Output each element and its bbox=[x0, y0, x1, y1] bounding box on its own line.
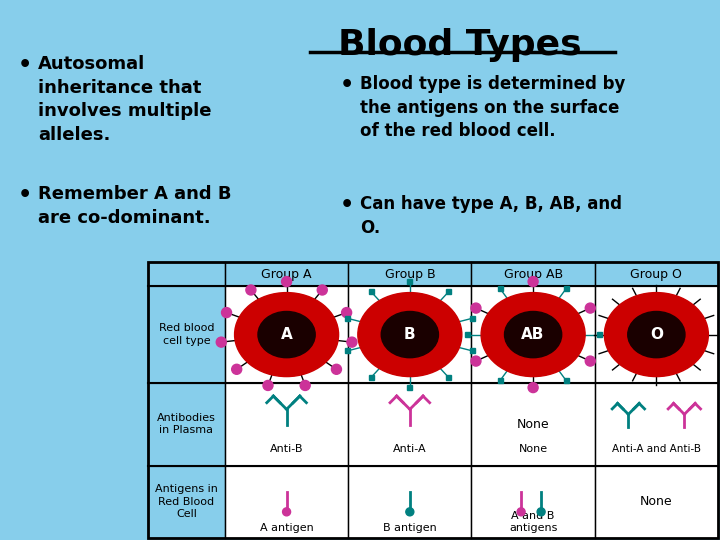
Ellipse shape bbox=[604, 293, 708, 376]
Bar bbox=[369, 375, 374, 380]
Text: B: B bbox=[404, 327, 415, 342]
Text: Remember A and B
are co-dominant.: Remember A and B are co-dominant. bbox=[38, 185, 232, 227]
Bar bbox=[225, 383, 348, 465]
Bar bbox=[464, 332, 469, 337]
Circle shape bbox=[300, 381, 310, 390]
Bar bbox=[148, 286, 225, 383]
Text: Autosomal
inheritance that
involves multiple
alleles.: Autosomal inheritance that involves mult… bbox=[38, 55, 212, 144]
Text: Anti-B: Anti-B bbox=[270, 444, 303, 454]
Circle shape bbox=[528, 382, 538, 393]
Bar bbox=[446, 289, 451, 294]
Circle shape bbox=[537, 508, 545, 516]
Bar bbox=[148, 262, 225, 286]
Bar bbox=[225, 465, 348, 538]
Bar bbox=[498, 286, 503, 291]
Text: A: A bbox=[281, 327, 292, 342]
Bar bbox=[470, 316, 475, 321]
Bar bbox=[225, 286, 348, 383]
Circle shape bbox=[222, 308, 232, 318]
Bar bbox=[597, 332, 602, 337]
Bar bbox=[498, 378, 503, 383]
Text: Red blood
cell type: Red blood cell type bbox=[158, 323, 215, 346]
Bar bbox=[345, 316, 350, 321]
Text: Group B: Group B bbox=[384, 268, 435, 281]
Bar bbox=[472, 383, 595, 465]
Ellipse shape bbox=[358, 293, 462, 376]
Text: Antibodies
in Plasma: Antibodies in Plasma bbox=[157, 413, 216, 435]
Circle shape bbox=[585, 356, 595, 366]
Bar bbox=[348, 286, 472, 383]
Text: Anti-A and Anti-B: Anti-A and Anti-B bbox=[612, 444, 701, 454]
Text: Blood Types: Blood Types bbox=[338, 28, 582, 62]
Text: Group A: Group A bbox=[261, 268, 312, 281]
Text: Antigens in
Red Blood
Cell: Antigens in Red Blood Cell bbox=[155, 484, 218, 519]
Ellipse shape bbox=[382, 312, 438, 357]
Text: AB: AB bbox=[521, 327, 545, 342]
Text: Blood type is determined by
the antigens on the surface
of the red blood cell.: Blood type is determined by the antigens… bbox=[360, 75, 626, 140]
Bar bbox=[348, 383, 472, 465]
Circle shape bbox=[318, 285, 328, 295]
Ellipse shape bbox=[628, 312, 685, 357]
Bar bbox=[595, 286, 718, 383]
Text: Anti-A: Anti-A bbox=[393, 444, 427, 454]
Circle shape bbox=[585, 303, 595, 313]
Circle shape bbox=[246, 285, 256, 295]
Bar bbox=[472, 465, 595, 538]
Circle shape bbox=[341, 308, 351, 318]
Bar bbox=[408, 279, 413, 284]
Circle shape bbox=[406, 508, 414, 516]
Text: Group O: Group O bbox=[631, 268, 683, 281]
Circle shape bbox=[347, 337, 357, 347]
Bar bbox=[564, 378, 569, 383]
Ellipse shape bbox=[258, 312, 315, 357]
Text: •: • bbox=[340, 195, 354, 215]
Bar bbox=[446, 375, 451, 380]
Text: •: • bbox=[18, 185, 32, 205]
Circle shape bbox=[263, 381, 273, 390]
Bar bbox=[408, 385, 413, 390]
Text: None: None bbox=[517, 418, 549, 431]
Bar bbox=[148, 262, 718, 538]
Bar bbox=[148, 383, 225, 465]
Circle shape bbox=[282, 276, 292, 287]
Bar bbox=[470, 348, 475, 354]
Circle shape bbox=[528, 276, 538, 287]
Bar bbox=[225, 262, 348, 286]
Text: O: O bbox=[650, 327, 663, 342]
Bar bbox=[369, 289, 374, 294]
Bar bbox=[472, 262, 595, 286]
Text: None: None bbox=[640, 495, 672, 508]
Text: A and B
antigens: A and B antigens bbox=[509, 511, 557, 533]
Text: A antigen: A antigen bbox=[260, 523, 313, 533]
Circle shape bbox=[471, 356, 481, 366]
Bar bbox=[345, 348, 350, 354]
Circle shape bbox=[517, 508, 525, 516]
Bar bbox=[472, 286, 595, 383]
Text: B antigen: B antigen bbox=[383, 523, 437, 533]
Text: Group AB: Group AB bbox=[503, 268, 562, 281]
Circle shape bbox=[331, 364, 341, 374]
Bar bbox=[595, 383, 718, 465]
Circle shape bbox=[282, 508, 291, 516]
Circle shape bbox=[232, 364, 242, 374]
Bar bbox=[595, 465, 718, 538]
Ellipse shape bbox=[235, 293, 338, 376]
Ellipse shape bbox=[505, 312, 562, 357]
Text: Can have type A, B, AB, and
O.: Can have type A, B, AB, and O. bbox=[360, 195, 622, 237]
Bar bbox=[348, 262, 472, 286]
Circle shape bbox=[216, 337, 226, 347]
Bar bbox=[564, 286, 569, 291]
Text: •: • bbox=[18, 55, 32, 75]
Bar bbox=[595, 262, 718, 286]
Ellipse shape bbox=[481, 293, 585, 376]
Bar bbox=[348, 465, 472, 538]
Circle shape bbox=[471, 303, 481, 313]
Text: None: None bbox=[518, 444, 548, 454]
Bar bbox=[148, 465, 225, 538]
Text: •: • bbox=[340, 75, 354, 95]
